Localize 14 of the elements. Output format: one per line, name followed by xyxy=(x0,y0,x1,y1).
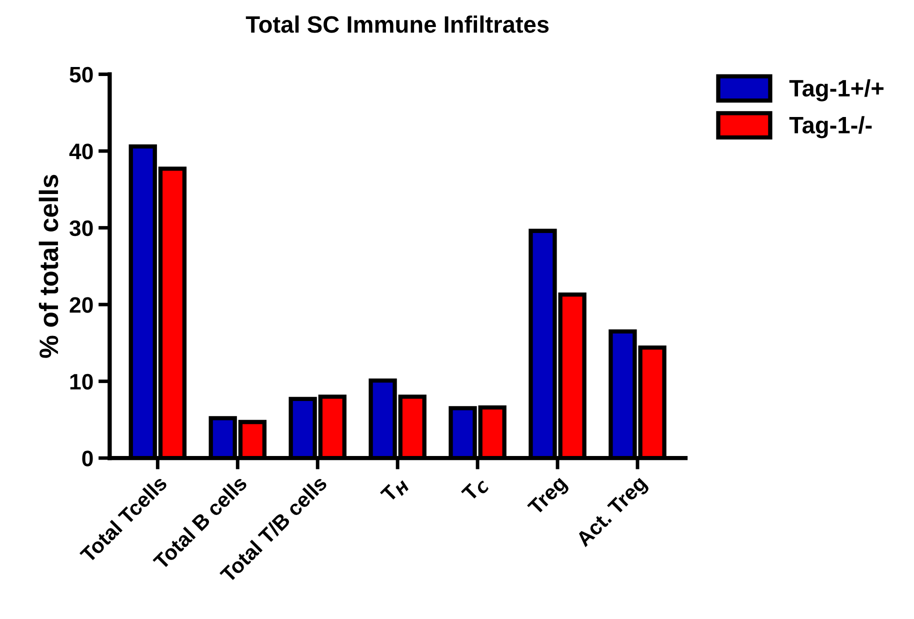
legend-label: Tag-1+/+ xyxy=(789,79,884,102)
y-axis-title: % of total cells xyxy=(38,174,58,358)
y-tick-label: 40 xyxy=(69,144,93,160)
x-tick-label: T$_{H}$ xyxy=(380,475,410,506)
legend-label: Tag-1-/- xyxy=(789,116,872,138)
y-tick-label: 20 xyxy=(70,297,93,313)
x-tick-label: Treg xyxy=(527,475,570,519)
y-tick-label: 0 xyxy=(82,450,93,466)
y-tick-label: 30 xyxy=(70,220,93,236)
y-tick-label: 10 xyxy=(70,374,93,390)
y-tick-label: 50 xyxy=(70,66,93,83)
x-tick-label: Act. Treg xyxy=(575,475,650,550)
chart-title: Total SC Immune Infiltrates xyxy=(246,16,549,33)
x-tick-label: T$_{C}$ xyxy=(461,475,490,504)
